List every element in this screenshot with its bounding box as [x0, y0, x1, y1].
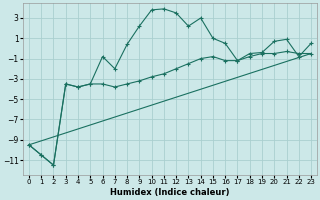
- X-axis label: Humidex (Indice chaleur): Humidex (Indice chaleur): [110, 188, 230, 197]
